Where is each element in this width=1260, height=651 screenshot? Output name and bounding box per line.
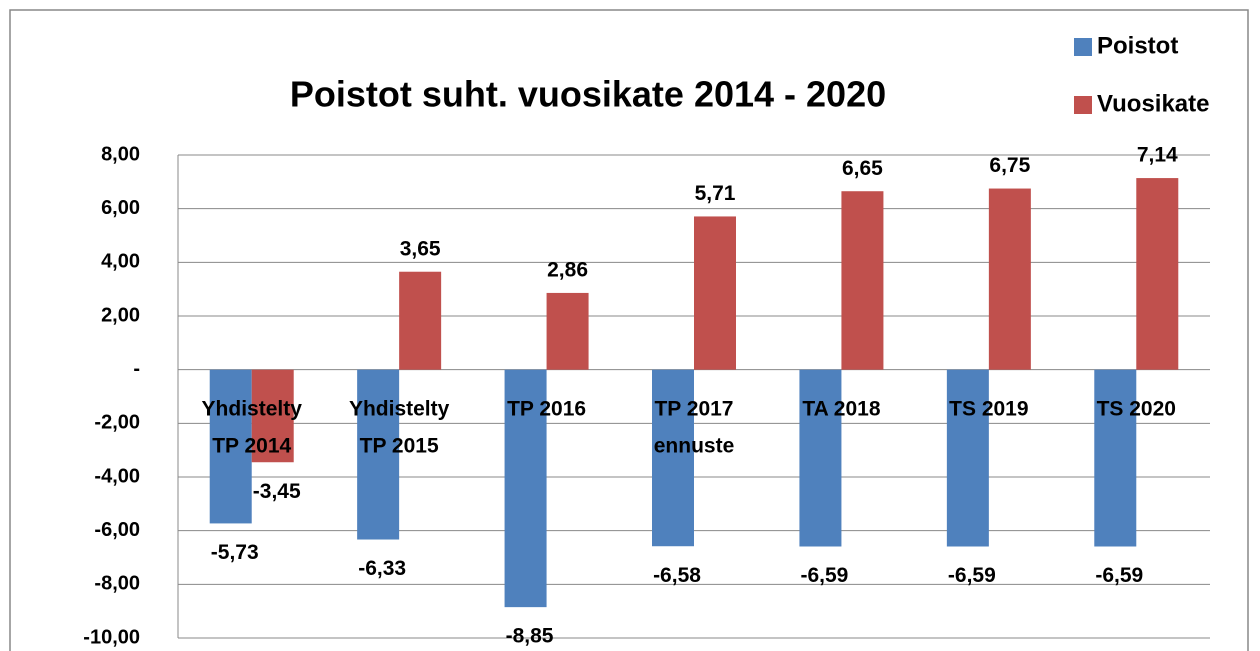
data-label: -6,59 [800, 564, 848, 587]
bar [652, 369, 694, 547]
bar [504, 369, 547, 608]
chart-title: Poistot suht. vuosikate 2014 - 2020 [290, 74, 886, 115]
bar [1094, 369, 1137, 547]
bar [694, 216, 736, 370]
x-tick-label: TP 2015 [360, 435, 439, 458]
data-label: 3,65 [400, 237, 441, 260]
y-tick-label: -4,00 [94, 465, 140, 487]
legend-swatch [1074, 38, 1092, 56]
x-tick-label: ennuste [654, 435, 735, 458]
x-tick-label: Yhdistelty [202, 398, 303, 421]
y-tick-label: 8,00 [101, 143, 140, 165]
x-tick-label: TP 2014 [212, 435, 291, 458]
data-label: 2,86 [547, 258, 588, 281]
bar [946, 369, 989, 547]
y-tick-label: -2,00 [94, 412, 140, 434]
data-label: -6,58 [653, 564, 701, 587]
legend-label: Vuosikate [1097, 90, 1210, 117]
y-tick-label: 4,00 [101, 251, 140, 273]
bar [209, 369, 252, 524]
data-label: -3,45 [253, 480, 301, 503]
chart-frame [9, 9, 1249, 651]
data-label: 7,14 [1137, 144, 1178, 167]
bar [251, 369, 294, 463]
x-tick-label: TA 2018 [802, 398, 881, 421]
x-tick-label: TS 2019 [949, 398, 1028, 421]
x-tick-label: TP 2016 [507, 398, 586, 421]
bar [399, 271, 442, 370]
data-label: -6,59 [948, 564, 996, 587]
legend-label: Poistot [1097, 32, 1178, 59]
y-tick-label: 2,00 [101, 304, 140, 326]
y-tick-label: -10,00 [83, 626, 140, 648]
data-label: -6,33 [358, 557, 406, 580]
legend-swatch [1074, 96, 1092, 114]
bar [799, 369, 842, 547]
bar [1136, 178, 1179, 370]
data-label: -6,59 [1095, 564, 1143, 587]
data-label: 6,75 [989, 154, 1030, 177]
data-label: 6,65 [842, 157, 883, 180]
y-tick-label: 6,00 [101, 197, 140, 219]
data-label: 5,71 [695, 182, 736, 205]
x-tick-label: Yhdistelty [349, 398, 450, 421]
x-tick-label: TP 2017 [654, 398, 733, 421]
y-tick-label: - [133, 358, 140, 380]
data-label: -8,85 [506, 625, 554, 648]
y-tick-label: -6,00 [94, 519, 140, 541]
bar [988, 188, 1031, 370]
x-tick-label: TS 2020 [1097, 398, 1176, 421]
bar [841, 191, 884, 370]
data-label: -5,73 [211, 541, 259, 564]
bar [546, 292, 589, 370]
bar [357, 369, 400, 540]
y-tick-label: -8,00 [94, 573, 140, 595]
